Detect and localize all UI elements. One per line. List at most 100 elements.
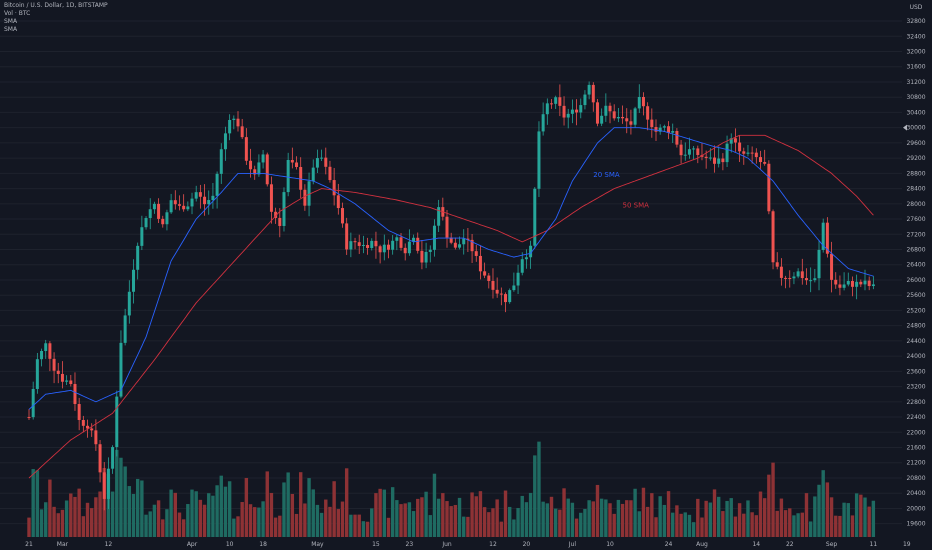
- volume-bar: [236, 516, 240, 537]
- volume-bar: [395, 500, 399, 537]
- candle-down: [278, 217, 282, 226]
- x-tick-label: Jul: [568, 541, 577, 548]
- candle-down: [98, 444, 102, 473]
- volume-bar: [336, 509, 341, 537]
- candle-down: [69, 380, 73, 385]
- candle-up: [140, 227, 144, 246]
- candle-down: [357, 242, 361, 246]
- candle-up: [40, 351, 44, 360]
- candle-up: [428, 249, 432, 252]
- x-tick-label: Apr: [187, 541, 198, 548]
- candles: [27, 81, 875, 511]
- volume-bar: [156, 500, 161, 537]
- volume-bar: [307, 478, 311, 537]
- sma-legend-2: SMA: [4, 26, 18, 33]
- candle-down: [575, 109, 579, 113]
- candle-up: [587, 84, 591, 95]
- candle-down: [779, 266, 783, 278]
- sma-20-line: [28, 127, 874, 410]
- y-tick-label: 25200: [906, 307, 925, 314]
- x-tick-label: 19: [903, 541, 911, 548]
- volume-bar: [399, 504, 403, 537]
- volume-bar: [666, 491, 671, 537]
- y-tick-label: 28800: [906, 170, 925, 177]
- volume-bar: [77, 488, 81, 537]
- candle-down: [299, 167, 303, 190]
- candle-up: [846, 281, 850, 285]
- candle-up: [842, 284, 846, 288]
- volume-bar: [85, 502, 90, 537]
- volume-bar: [60, 509, 65, 537]
- volume-bar: [516, 508, 520, 537]
- candle-up: [349, 241, 353, 250]
- volume-bar: [587, 500, 591, 537]
- volume-bar: [219, 475, 223, 537]
- sma-legend-1: SMA: [4, 18, 18, 25]
- volume-bar: [817, 484, 821, 537]
- candle-down: [453, 242, 457, 248]
- candle-down: [73, 384, 77, 405]
- candle-up: [570, 109, 574, 114]
- candle-down: [324, 157, 328, 167]
- candle-down: [759, 157, 762, 163]
- candle-up: [437, 207, 441, 226]
- volume-bar: [754, 515, 759, 537]
- candle-down: [249, 160, 253, 170]
- volume-bar: [357, 514, 361, 537]
- volume-bar: [641, 487, 646, 537]
- volume-bar: [696, 498, 700, 537]
- candle-down: [491, 280, 495, 290]
- candle-down: [403, 247, 407, 254]
- candle-down: [290, 159, 294, 163]
- volume-bar: [800, 512, 804, 537]
- candle-up: [132, 269, 135, 292]
- volume-bar: [466, 516, 470, 537]
- candle-down: [332, 180, 336, 196]
- candle-up: [186, 206, 190, 210]
- candle-up: [600, 115, 604, 124]
- volume-bar: [319, 512, 324, 537]
- candle-up: [633, 108, 637, 125]
- volume-bar: [152, 504, 157, 537]
- candle-down: [445, 216, 449, 238]
- y-tick-label: 28000: [906, 201, 925, 208]
- volume-bar: [453, 504, 458, 537]
- candle-up: [813, 278, 817, 281]
- volume-bar: [691, 522, 696, 537]
- x-tick-label: 11: [870, 541, 878, 548]
- volume-bar: [650, 493, 654, 537]
- candle-up: [424, 251, 428, 263]
- sma-50-line: [28, 134, 874, 479]
- candle-down: [449, 237, 453, 243]
- candle-down: [378, 246, 382, 253]
- y-tick-label: 32800: [906, 18, 925, 25]
- candle-down: [763, 162, 767, 164]
- candle-down: [487, 275, 491, 281]
- volume-bar: [177, 512, 182, 537]
- volume-bar: [746, 500, 750, 537]
- volume-bar: [194, 491, 198, 537]
- volume-bar: [261, 501, 265, 537]
- volume-bar: [69, 493, 73, 537]
- volume-bar: [110, 491, 115, 537]
- volume-bar: [198, 499, 203, 537]
- volume-bar: [725, 500, 729, 537]
- candle-down: [56, 370, 60, 374]
- volume-bar: [449, 506, 453, 537]
- candle-down: [177, 204, 181, 206]
- candle-up: [717, 158, 721, 164]
- volume-bar: [767, 474, 771, 537]
- volume-bar: [625, 500, 629, 537]
- volume-bar: [838, 515, 842, 537]
- candle-down: [86, 425, 90, 429]
- y-tick-label: 24800: [906, 323, 925, 330]
- volume-bar: [140, 480, 144, 537]
- candle-down: [399, 237, 403, 248]
- candle-up: [370, 240, 374, 248]
- x-tick-label: 18: [259, 541, 267, 548]
- volume-bar: [842, 502, 846, 537]
- candle-down: [550, 103, 553, 105]
- candle-down: [667, 126, 671, 133]
